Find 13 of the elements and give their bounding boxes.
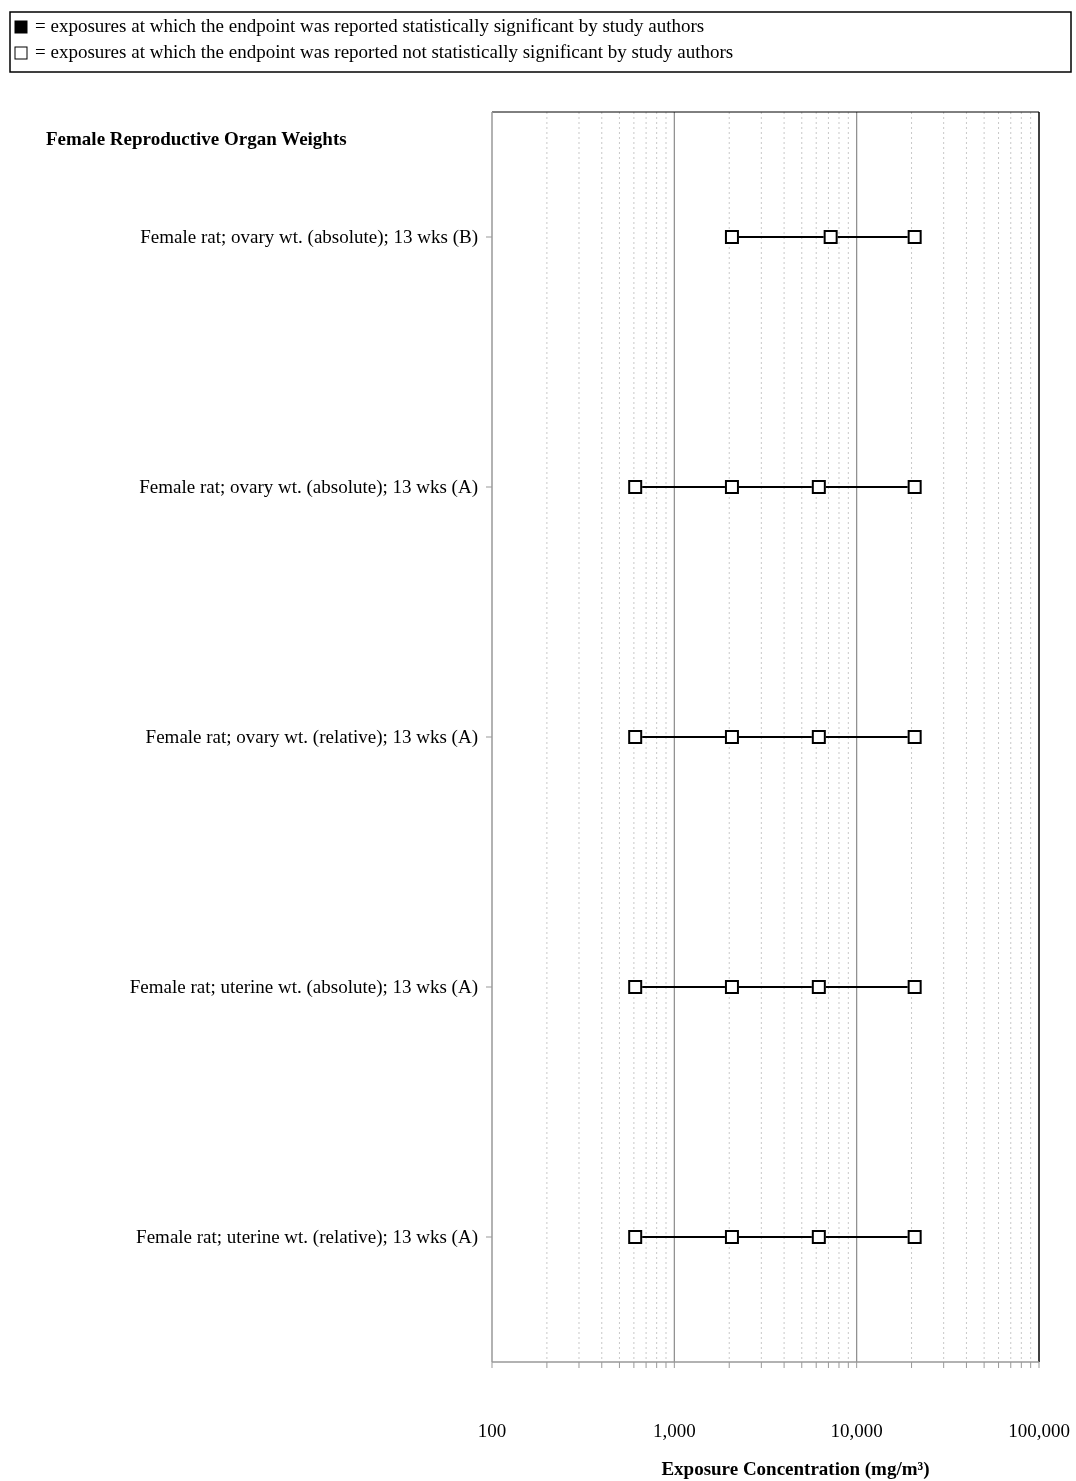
x-tick-label: 100 — [477, 1420, 507, 1441]
y-tick-label: Female rat; uterine wt. (relative); 13 wks (A) — [136, 1226, 478, 1248]
x-axis-title: Exposure Concentration (mg/m³) — [661, 1458, 930, 1480]
y-tick-label: Female rat; ovary wt. (relative); 13 wks (A) — [145, 726, 478, 748]
y-tick-label: Female rat; ovary wt. (absolute); 13 wks (A) — [139, 476, 478, 498]
text: = exposures at which the endpoint was reported statistically significant by study authors — [35, 15, 705, 36]
y-tick-label: Female rat; ovary wt. (absolute); 13 wks (B) — [140, 226, 478, 248]
text: Female Reproductive Organ Weights — [46, 128, 347, 149]
x-tick-label: 100,000 — [1008, 1420, 1070, 1441]
text: = exposures at which the endpoint was reported not statistically significant by study authors — [35, 41, 734, 62]
y-tick-label: Female rat; uterine wt. (absolute); 13 wks (A) — [129, 976, 478, 998]
x-tick-label: 10,000 — [830, 1420, 883, 1441]
x-tick-label: 1,000 — [652, 1420, 696, 1441]
